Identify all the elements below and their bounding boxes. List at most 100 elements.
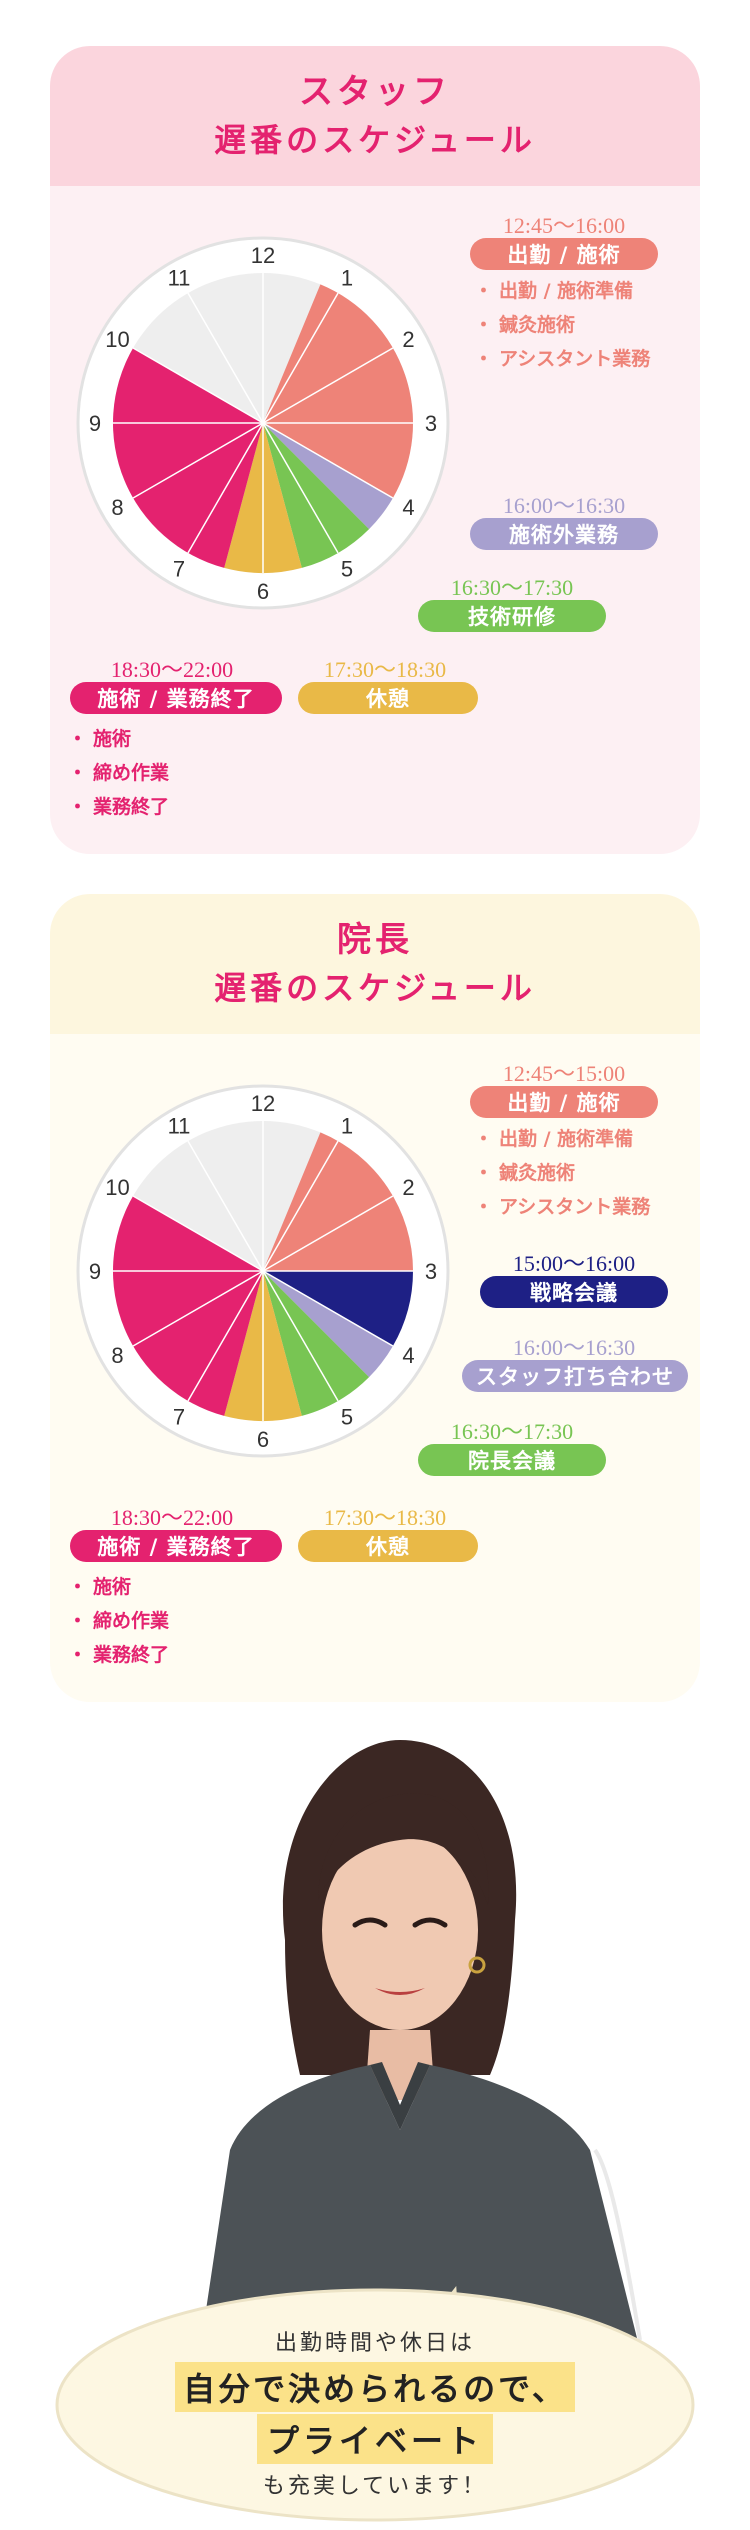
clock-number: 11 <box>168 1114 191 1139</box>
director-slot-time: 17:30〜18:30 <box>323 1505 447 1530</box>
clock-number: 2 <box>402 327 414 352</box>
staff-card-header: スタッフ 遅番のスケジュール <box>50 46 700 186</box>
portrait-eye <box>412 1917 448 1928</box>
clock-number: 3 <box>425 411 437 436</box>
clock-number: 10 <box>105 1175 129 1200</box>
clock-number: 10 <box>105 327 129 352</box>
portrait-collar <box>370 2062 430 2130</box>
staff-slot-items: ・施術 ・締め作業 ・業務終了 <box>68 722 169 824</box>
director-card-header: 院長 遅番のスケジュール <box>50 894 700 1034</box>
clock-hour-line <box>132 422 264 499</box>
clock-number: 1 <box>341 1114 353 1139</box>
director-slot-time: 12:45〜15:00 <box>502 1061 626 1086</box>
clock-number: 11 <box>168 266 191 291</box>
clock-number: 4 <box>402 1343 414 1368</box>
clock-number: 7 <box>173 1404 185 1429</box>
staff-card-title: スタッフ <box>299 72 451 112</box>
speech-bubble-tail-cover <box>404 2298 456 2370</box>
clock-number: 7 <box>173 556 185 581</box>
list-item: ・出勤 / 施術準備 <box>474 1128 634 1150</box>
staff-slot-label: 休憩 <box>298 682 478 714</box>
clock-segment <box>263 1132 413 1271</box>
list-item: ・業務終了 <box>68 796 170 818</box>
clock-number: 12 <box>251 1091 275 1116</box>
clock-hour-line <box>187 292 264 424</box>
portrait-uniform-trim <box>593 2148 642 2341</box>
portrait-uniform <box>200 2065 640 2350</box>
clock-number: 2 <box>402 1175 414 1200</box>
staff-slot-label: 技術研修 <box>418 600 606 632</box>
director-slot-label: 出勤 / 施術 <box>470 1086 658 1118</box>
director-slot-time: 15:00〜16:00 <box>512 1251 636 1276</box>
clock-number: 9 <box>89 1259 101 1284</box>
staff-card-body: 12 1 2 3 4 5 6 7 8 9 10 11 12:45〜16:00 出勤 / 施術 ・出勤 … <box>50 186 700 854</box>
director-card-subtitle: 遅番のスケジュール <box>214 969 536 1007</box>
clock-hour-line <box>262 1195 394 1272</box>
portrait-fringe <box>318 1793 489 1905</box>
list-item: ・アシスタント業務 <box>474 348 651 370</box>
director-schedule-card: 院長 遅番のスケジュール 12 1 2 3 4 5 6 7 8 9 10 11 12:45〜15:00… <box>50 894 700 1702</box>
clock-number: 9 <box>89 411 101 436</box>
staff-schedule-card: スタッフ 遅番のスケジュール 12 1 2 3 4 5 6 7 8 9 10 11 12:45〜16:… <box>50 46 700 854</box>
director-slot-label: 休憩 <box>298 1530 478 1562</box>
staff-slot-time: 18:30〜22:00 <box>110 657 234 682</box>
director-slot-items: ・出勤 / 施術準備 ・鍼灸施術 ・アシスタント業務 <box>474 1122 650 1224</box>
quote-line-2: 自分で決められるので、 <box>0 2362 750 2412</box>
clock-number: 1 <box>341 266 353 291</box>
portrait-eye <box>352 1917 388 1928</box>
clock-number: 4 <box>402 495 414 520</box>
clock-hour-line <box>187 1270 264 1402</box>
staff-slot-time: 16:30〜17:30 <box>450 575 574 600</box>
clock-number: 12 <box>251 243 275 268</box>
clock-segment <box>263 423 370 568</box>
clock-hour-line <box>262 1140 339 1272</box>
clock-hour-line <box>262 422 339 554</box>
director-slot-label: スタッフ打ち合わせ <box>462 1360 688 1392</box>
list-item: ・出勤 / 施術準備 <box>474 280 634 302</box>
list-item: ・鍼灸施術 <box>474 1162 576 1184</box>
clock-hour-line <box>262 1270 394 1347</box>
portrait-mouth <box>375 1988 425 1995</box>
clock-segment <box>112 1196 263 1416</box>
list-item: ・締め作業 <box>68 762 170 784</box>
clock-segment <box>112 348 263 568</box>
clock-number: 6 <box>257 1427 269 1452</box>
clock-number: 5 <box>341 556 353 581</box>
staff-slot-label: 施術外業務 <box>470 518 658 550</box>
director-card-title: 院長 <box>337 920 413 960</box>
clock-hour-line <box>262 292 339 424</box>
clock-hour-line <box>187 422 264 554</box>
quote-highlight: プライベート <box>256 2414 493 2464</box>
clock-segment <box>263 1271 393 1378</box>
clock-hour-line <box>132 1195 264 1272</box>
clock-segment <box>263 1271 370 1416</box>
list-item: ・アシスタント業務 <box>474 1196 651 1218</box>
director-slot-time: 18:30〜22:00 <box>110 1505 234 1530</box>
list-item: ・締め作業 <box>68 1610 170 1632</box>
list-item: ・施術 <box>68 728 132 750</box>
clock-number: 5 <box>341 1404 353 1429</box>
staff-slot-label: 出勤 / 施術 <box>470 238 658 270</box>
clock-segment <box>263 423 393 530</box>
staff-portrait <box>55 1740 695 2522</box>
quote-line-4: も充実しています！ <box>262 2474 488 2499</box>
quote-line-3: プライベート <box>0 2414 750 2464</box>
portrait-face <box>322 1830 478 2030</box>
director-slot-time: 16:00〜16:30 <box>512 1335 636 1360</box>
clock-hour-line <box>187 1140 264 1272</box>
staff-slot-time: 17:30〜18:30 <box>323 657 447 682</box>
staff-slot-time: 16:00〜16:30 <box>502 493 626 518</box>
clock-number: 8 <box>111 495 123 520</box>
director-slot-label: 施術 / 業務終了 <box>70 1530 282 1562</box>
staff-card-subtitle: 遅番のスケジュール <box>214 121 536 159</box>
clock-number: 6 <box>257 579 269 604</box>
director-slot-time: 16:30〜17:30 <box>450 1419 574 1444</box>
clock-number: 8 <box>111 1343 123 1368</box>
clock-hour-line <box>262 422 394 499</box>
list-item: ・施術 <box>68 1576 132 1598</box>
list-item: ・鍼灸施術 <box>474 314 576 336</box>
director-slot-label: 院長会議 <box>418 1444 606 1476</box>
clock-hour-line <box>262 347 394 424</box>
director-slot-items: ・施術 ・締め作業 ・業務終了 <box>68 1570 169 1672</box>
